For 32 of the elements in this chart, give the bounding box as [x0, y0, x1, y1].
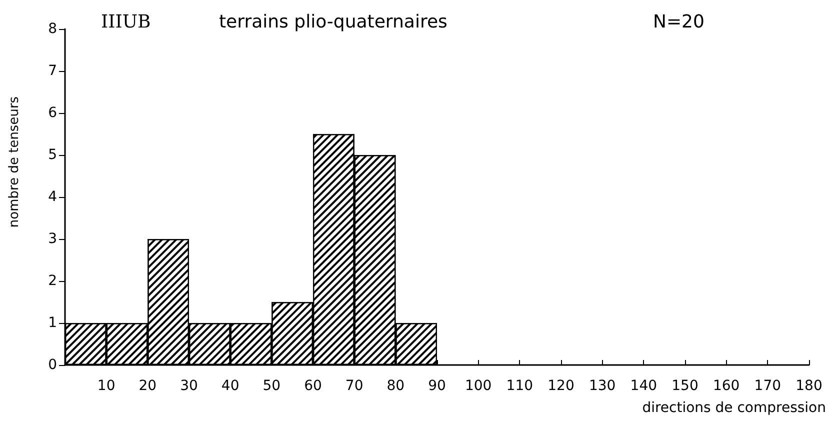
- x-tick-label: 90: [428, 378, 446, 394]
- chart-subtitle: terrains plio-quaternaires: [219, 12, 448, 32]
- x-tick-label: 30: [180, 378, 198, 394]
- x-tick-label: 80: [386, 378, 405, 394]
- y-tick-label: 3: [48, 231, 57, 247]
- x-tick-label: 120: [548, 378, 574, 394]
- x-tick-label: 180: [796, 378, 822, 394]
- x-tick-label: 140: [630, 378, 658, 394]
- x-tick-label: 10: [97, 378, 116, 394]
- y-tick-label: 4: [48, 189, 58, 205]
- chart-title: IIIUB: [101, 12, 151, 32]
- y-tick-label: 7: [48, 63, 57, 79]
- y-tick-label: 2: [48, 273, 57, 289]
- x-axis-title: directions de compression: [642, 400, 826, 416]
- y-tick-label: 1: [48, 315, 57, 331]
- y-tick-label: 5: [48, 147, 57, 163]
- x-tick-label: 150: [672, 378, 698, 394]
- x-tick-label: 40: [221, 378, 240, 394]
- y-tick-label: 6: [48, 105, 58, 121]
- x-tick-label: 70: [345, 378, 364, 394]
- x-tick-label: 20: [138, 378, 157, 394]
- x-tick-label: 60: [304, 378, 322, 394]
- x-tick-label: 130: [588, 378, 616, 394]
- y-axis-title: nombre de tenseurs: [7, 96, 22, 228]
- x-tick-label: 100: [464, 378, 492, 394]
- x-tick-label: 50: [262, 378, 281, 394]
- y-tick-label: 0: [48, 357, 57, 373]
- annotation: N=20: [653, 12, 704, 32]
- x-tick-label: 170: [754, 378, 782, 394]
- x-tick-label: 160: [712, 378, 740, 394]
- x-tick-label: 110: [506, 378, 534, 394]
- y-tick-label: 8: [48, 21, 57, 37]
